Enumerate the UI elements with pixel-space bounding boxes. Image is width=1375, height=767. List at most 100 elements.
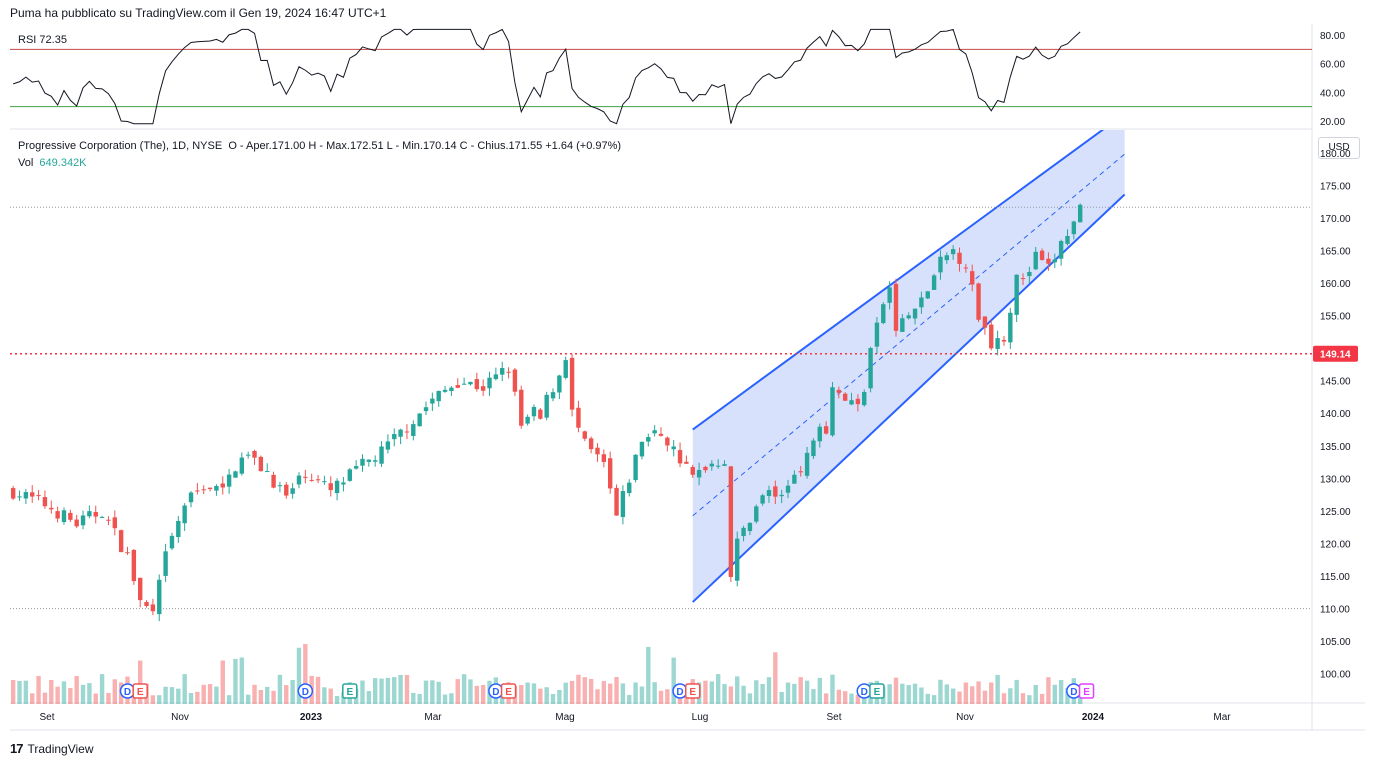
symbol-name[interactable]: Progressive Corporation (The), 1D, NYSE (18, 140, 223, 152)
candle-body (245, 454, 251, 456)
event-marker-dividend[interactable]: D (297, 683, 314, 699)
volume-bar (55, 686, 60, 704)
price-tick-label: 175.00 (1320, 181, 1351, 192)
earnings-icon (500, 683, 517, 699)
volume-bar (423, 680, 429, 704)
volume-bar (684, 693, 689, 704)
volume-bar (99, 674, 105, 704)
time-tick-label: Lug (692, 712, 709, 723)
volume-bar (595, 689, 600, 704)
event-label: D (302, 687, 309, 698)
candle-body (303, 476, 308, 478)
event-marker-earnings-next[interactable]: E (1078, 683, 1095, 699)
candle-body (309, 479, 314, 481)
volume-bar (252, 684, 257, 704)
event-marker-earnings-up[interactable]: E (342, 683, 358, 699)
candle-body (99, 516, 105, 518)
rsi-tick-label: 20.00 (1320, 117, 1345, 128)
candle-body (182, 505, 187, 524)
candle-body (709, 463, 715, 467)
candle-body (157, 579, 162, 615)
volume-bar (747, 693, 753, 704)
volume-bar (290, 679, 295, 704)
volume-bar (157, 695, 162, 704)
event-marker-earnings-down[interactable]: E (685, 683, 701, 699)
earnings-icon (342, 683, 358, 699)
candle-body (1058, 241, 1064, 259)
event-marker-dividend[interactable]: D (488, 683, 504, 699)
candle-body (677, 450, 683, 464)
candle-body (696, 469, 702, 478)
volume-bar (728, 686, 734, 704)
candle-body (912, 308, 918, 319)
candle-body (817, 426, 822, 442)
currency-button[interactable]: USD (1318, 137, 1360, 159)
time-tick-label: Nov (171, 712, 189, 723)
volume-bar (919, 687, 924, 704)
candle-body (169, 535, 175, 549)
candle-body (919, 297, 924, 308)
volume-bar (176, 688, 181, 704)
candle-body (322, 481, 327, 483)
candle-body (118, 530, 124, 553)
volume-bar (436, 681, 441, 704)
volume-bar (741, 685, 746, 704)
candle-body (61, 510, 67, 523)
volume-bar (1027, 695, 1032, 704)
candle-body (150, 604, 156, 612)
volume-bar (633, 682, 638, 704)
event-marker-earnings-down[interactable]: E (132, 683, 148, 699)
event-label: D (124, 687, 131, 698)
candle-body (735, 538, 740, 581)
volume-bar (912, 683, 918, 704)
volume-bar (112, 679, 117, 704)
event-marker-earnings-down[interactable]: E (500, 683, 517, 699)
candle-body (862, 391, 867, 406)
volume-bar (366, 691, 372, 704)
candle-body (531, 406, 537, 417)
price-tick-label: 155.00 (1320, 312, 1351, 323)
volume-bar (265, 686, 270, 704)
event-marker-dividend[interactable]: D (856, 683, 872, 699)
event-marker-dividend[interactable]: D (672, 683, 688, 699)
candle-body (207, 487, 213, 490)
event-marker-dividend[interactable]: D (119, 683, 136, 699)
candle-body (417, 413, 422, 427)
candle-body (595, 447, 600, 455)
rsi-tick-label: 40.00 (1320, 88, 1345, 99)
candle-body (468, 381, 473, 385)
candle-body (80, 515, 86, 526)
volume-bar (703, 680, 708, 704)
volume-bar (563, 682, 568, 704)
candle-body (881, 304, 886, 324)
time-tick-label: Mar (424, 712, 442, 723)
volume-bar (982, 690, 988, 704)
volume-bar (715, 674, 721, 704)
candle-body (620, 491, 626, 518)
volume-bar (544, 687, 549, 704)
candle-body (982, 316, 988, 328)
price-tick-label: 165.00 (1320, 246, 1351, 257)
rsi-tick-label: 60.00 (1320, 60, 1345, 71)
candle-body (893, 283, 899, 331)
price-tick-label: 180.00 (1320, 149, 1351, 160)
candle-body (442, 389, 448, 392)
candle-body (163, 551, 168, 576)
candle-body (423, 407, 429, 412)
candle-body (874, 322, 880, 347)
candle-body (506, 371, 511, 373)
candle-body (925, 291, 930, 299)
time-tick-label: Set (826, 712, 841, 723)
candle-body (976, 283, 981, 320)
event-marker-dividend[interactable]: D (1066, 683, 1082, 699)
candle-body (265, 471, 270, 473)
candle-body (328, 483, 333, 491)
candle-body (722, 464, 727, 466)
candle-body (970, 271, 975, 285)
price-tick-label: 135.00 (1320, 442, 1351, 453)
event-marker-earnings-up[interactable]: E (869, 683, 885, 699)
candle-body (271, 474, 276, 488)
volume-bar (557, 689, 562, 704)
volume-bar (601, 681, 607, 704)
